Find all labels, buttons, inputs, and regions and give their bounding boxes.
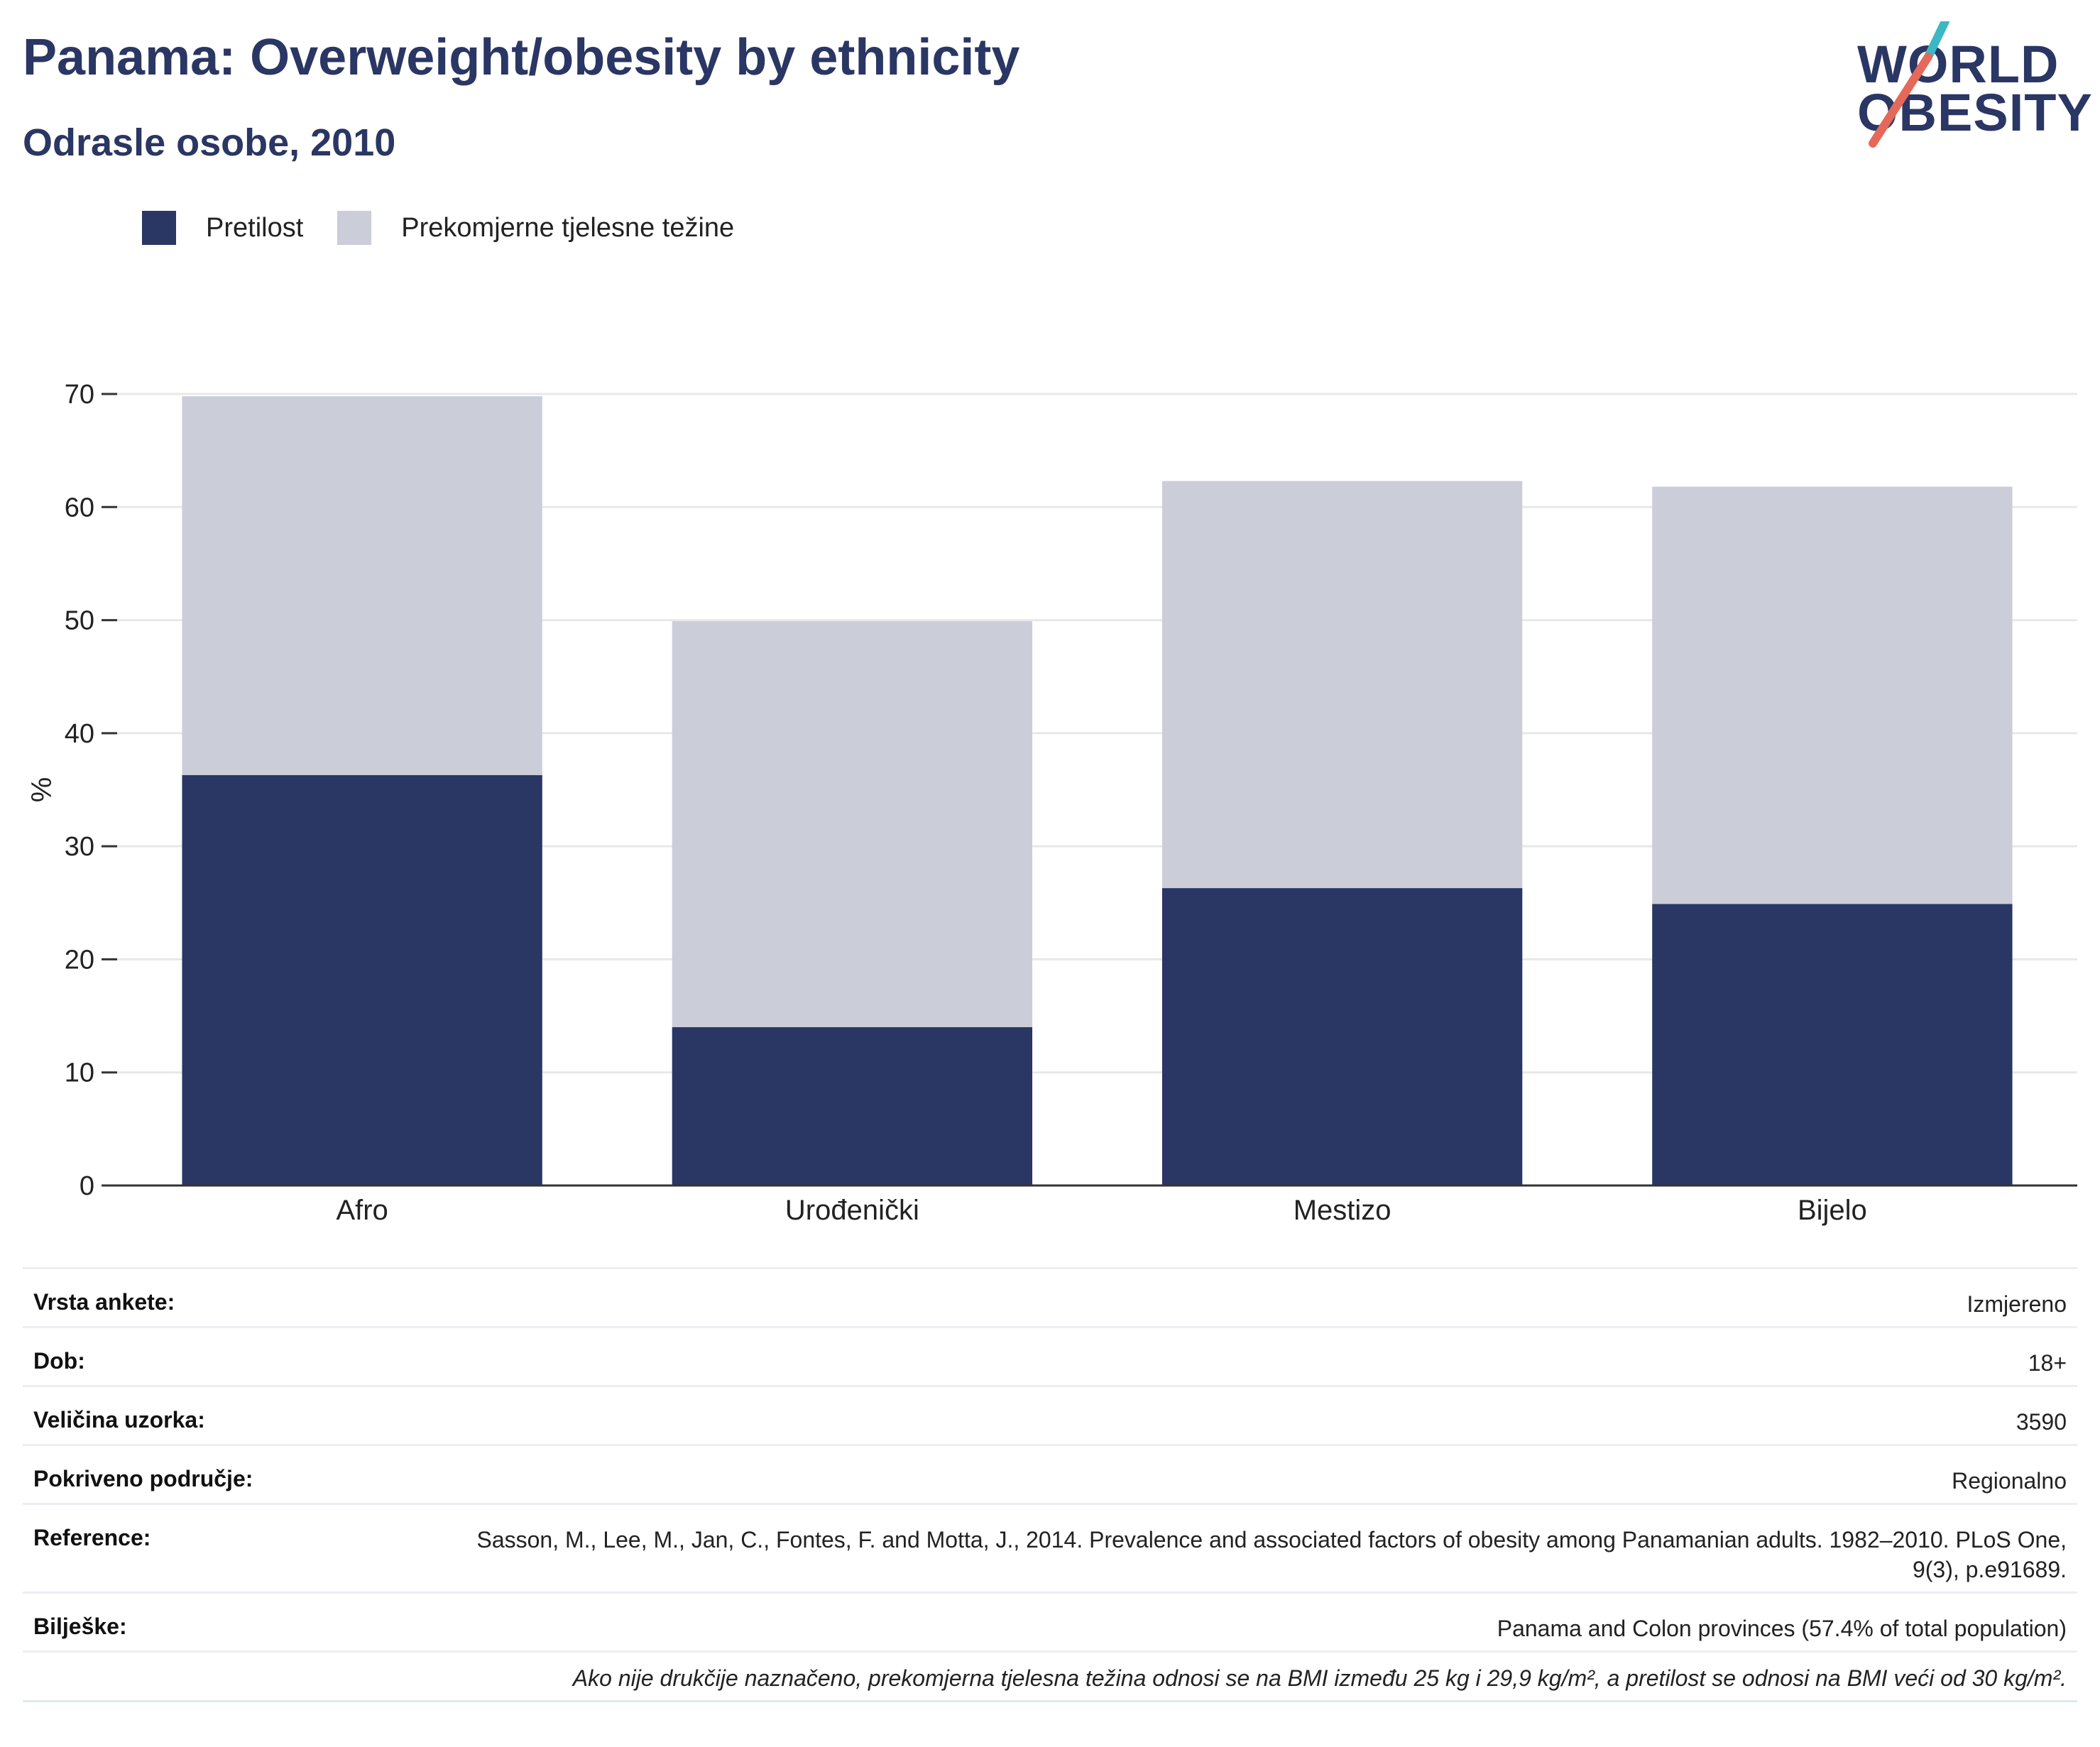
- meta-value-age: 18+: [2028, 1350, 2067, 1376]
- y-tick-label: 50: [65, 606, 94, 636]
- y-axis-label: %: [26, 777, 58, 803]
- meta-row-survey-type: Vrsta ankete: Izmjereno: [23, 1267, 2077, 1326]
- legend-swatch-overweight: [337, 211, 372, 245]
- meta-key-references: Reference:: [33, 1525, 151, 1550]
- meta-key-sample-size: Veličina uzorka:: [33, 1407, 205, 1433]
- y-tick-label: 60: [65, 493, 94, 522]
- world-obesity-logo: WORLD OBESITY: [1846, 21, 2092, 156]
- x-tick-label: Urođenički: [785, 1195, 919, 1226]
- x-tick-label: Afro: [336, 1195, 388, 1226]
- legend-label-overweight: Prekomjerne tjelesne težine: [401, 212, 735, 243]
- logo-text-line1: WORLD: [1857, 35, 2060, 94]
- meta-value-notes: Panama and Colon provinces (57.4% of tot…: [1497, 1616, 2067, 1641]
- x-tick-label: Mestizo: [1294, 1195, 1391, 1226]
- meta-row-area-covered: Pokriveno područje: Regionalno: [23, 1444, 2077, 1503]
- meta-value-area-covered: Regionalno: [1952, 1468, 2067, 1494]
- bar-overweight: [182, 396, 542, 775]
- legend-label-obesity: Pretilost: [206, 212, 304, 243]
- chart-legend: Pretilost Prekomjerne tjelesne težine: [142, 209, 768, 246]
- meta-key-age: Dob:: [33, 1348, 85, 1374]
- meta-key-survey-type: Vrsta ankete:: [33, 1289, 175, 1315]
- bar-overweight: [672, 621, 1033, 1027]
- y-tick-label: 30: [65, 832, 94, 862]
- legend-item-obesity[interactable]: Pretilost: [142, 211, 303, 245]
- x-tick-label: Bijelo: [1798, 1195, 1867, 1226]
- bar-overweight: [1161, 481, 1523, 889]
- chart-title: Panama: Overweight/obesity by ethnicity: [23, 29, 1020, 86]
- y-tick-label: 0: [80, 1171, 94, 1201]
- bar-obesity: [182, 774, 542, 1185]
- stacked-bar-chart: 0 10 20 30 40 50 60 70% Afro Urođenički Mestizo Bij…: [26, 380, 2077, 1226]
- logo-slash-icon: [1869, 21, 1949, 148]
- meta-key-area-covered: Pokriveno područje:: [33, 1466, 253, 1491]
- metadata-table: Vrsta ankete: Izmjereno Dob: 18+ Veličin…: [23, 1267, 2077, 1702]
- meta-value-survey-type: Izmjereno: [1967, 1291, 2067, 1317]
- meta-row-sample-size: Veličina uzorka: 3590: [23, 1385, 2077, 1444]
- meta-key-notes: Bilješke:: [33, 1614, 127, 1639]
- bar-obesity: [672, 1027, 1033, 1185]
- bar-obesity: [1161, 888, 1523, 1185]
- meta-value-sample-size: 3590: [2016, 1409, 2067, 1435]
- meta-row-notes: Bilješke: Panama and Colon provinces (57…: [23, 1592, 2077, 1650]
- bar-obesity: [1652, 904, 2013, 1185]
- meta-row-references: Reference: Sasson, M., Lee, M., Jan, C.,…: [23, 1503, 2077, 1592]
- y-tick-label: 20: [65, 945, 94, 975]
- meta-row-age: Dob: 18+: [23, 1326, 2077, 1385]
- chart-subtitle: Odrasle osobe, 2010: [23, 121, 396, 164]
- legend-swatch-obesity: [142, 211, 176, 245]
- y-tick-label: 10: [65, 1058, 94, 1088]
- definition-note: Ako nije drukčije naznačeno, prekomjerna…: [23, 1650, 2077, 1702]
- meta-value-references: Sasson, M., Lee, M., Jan, C., Fontes, F.…: [476, 1527, 2067, 1582]
- bar-overweight: [1652, 486, 2013, 904]
- y-tick-label: 40: [65, 719, 94, 749]
- legend-item-overweight[interactable]: Prekomjerne tjelesne težine: [337, 211, 734, 245]
- y-tick-label: 70: [65, 380, 94, 410]
